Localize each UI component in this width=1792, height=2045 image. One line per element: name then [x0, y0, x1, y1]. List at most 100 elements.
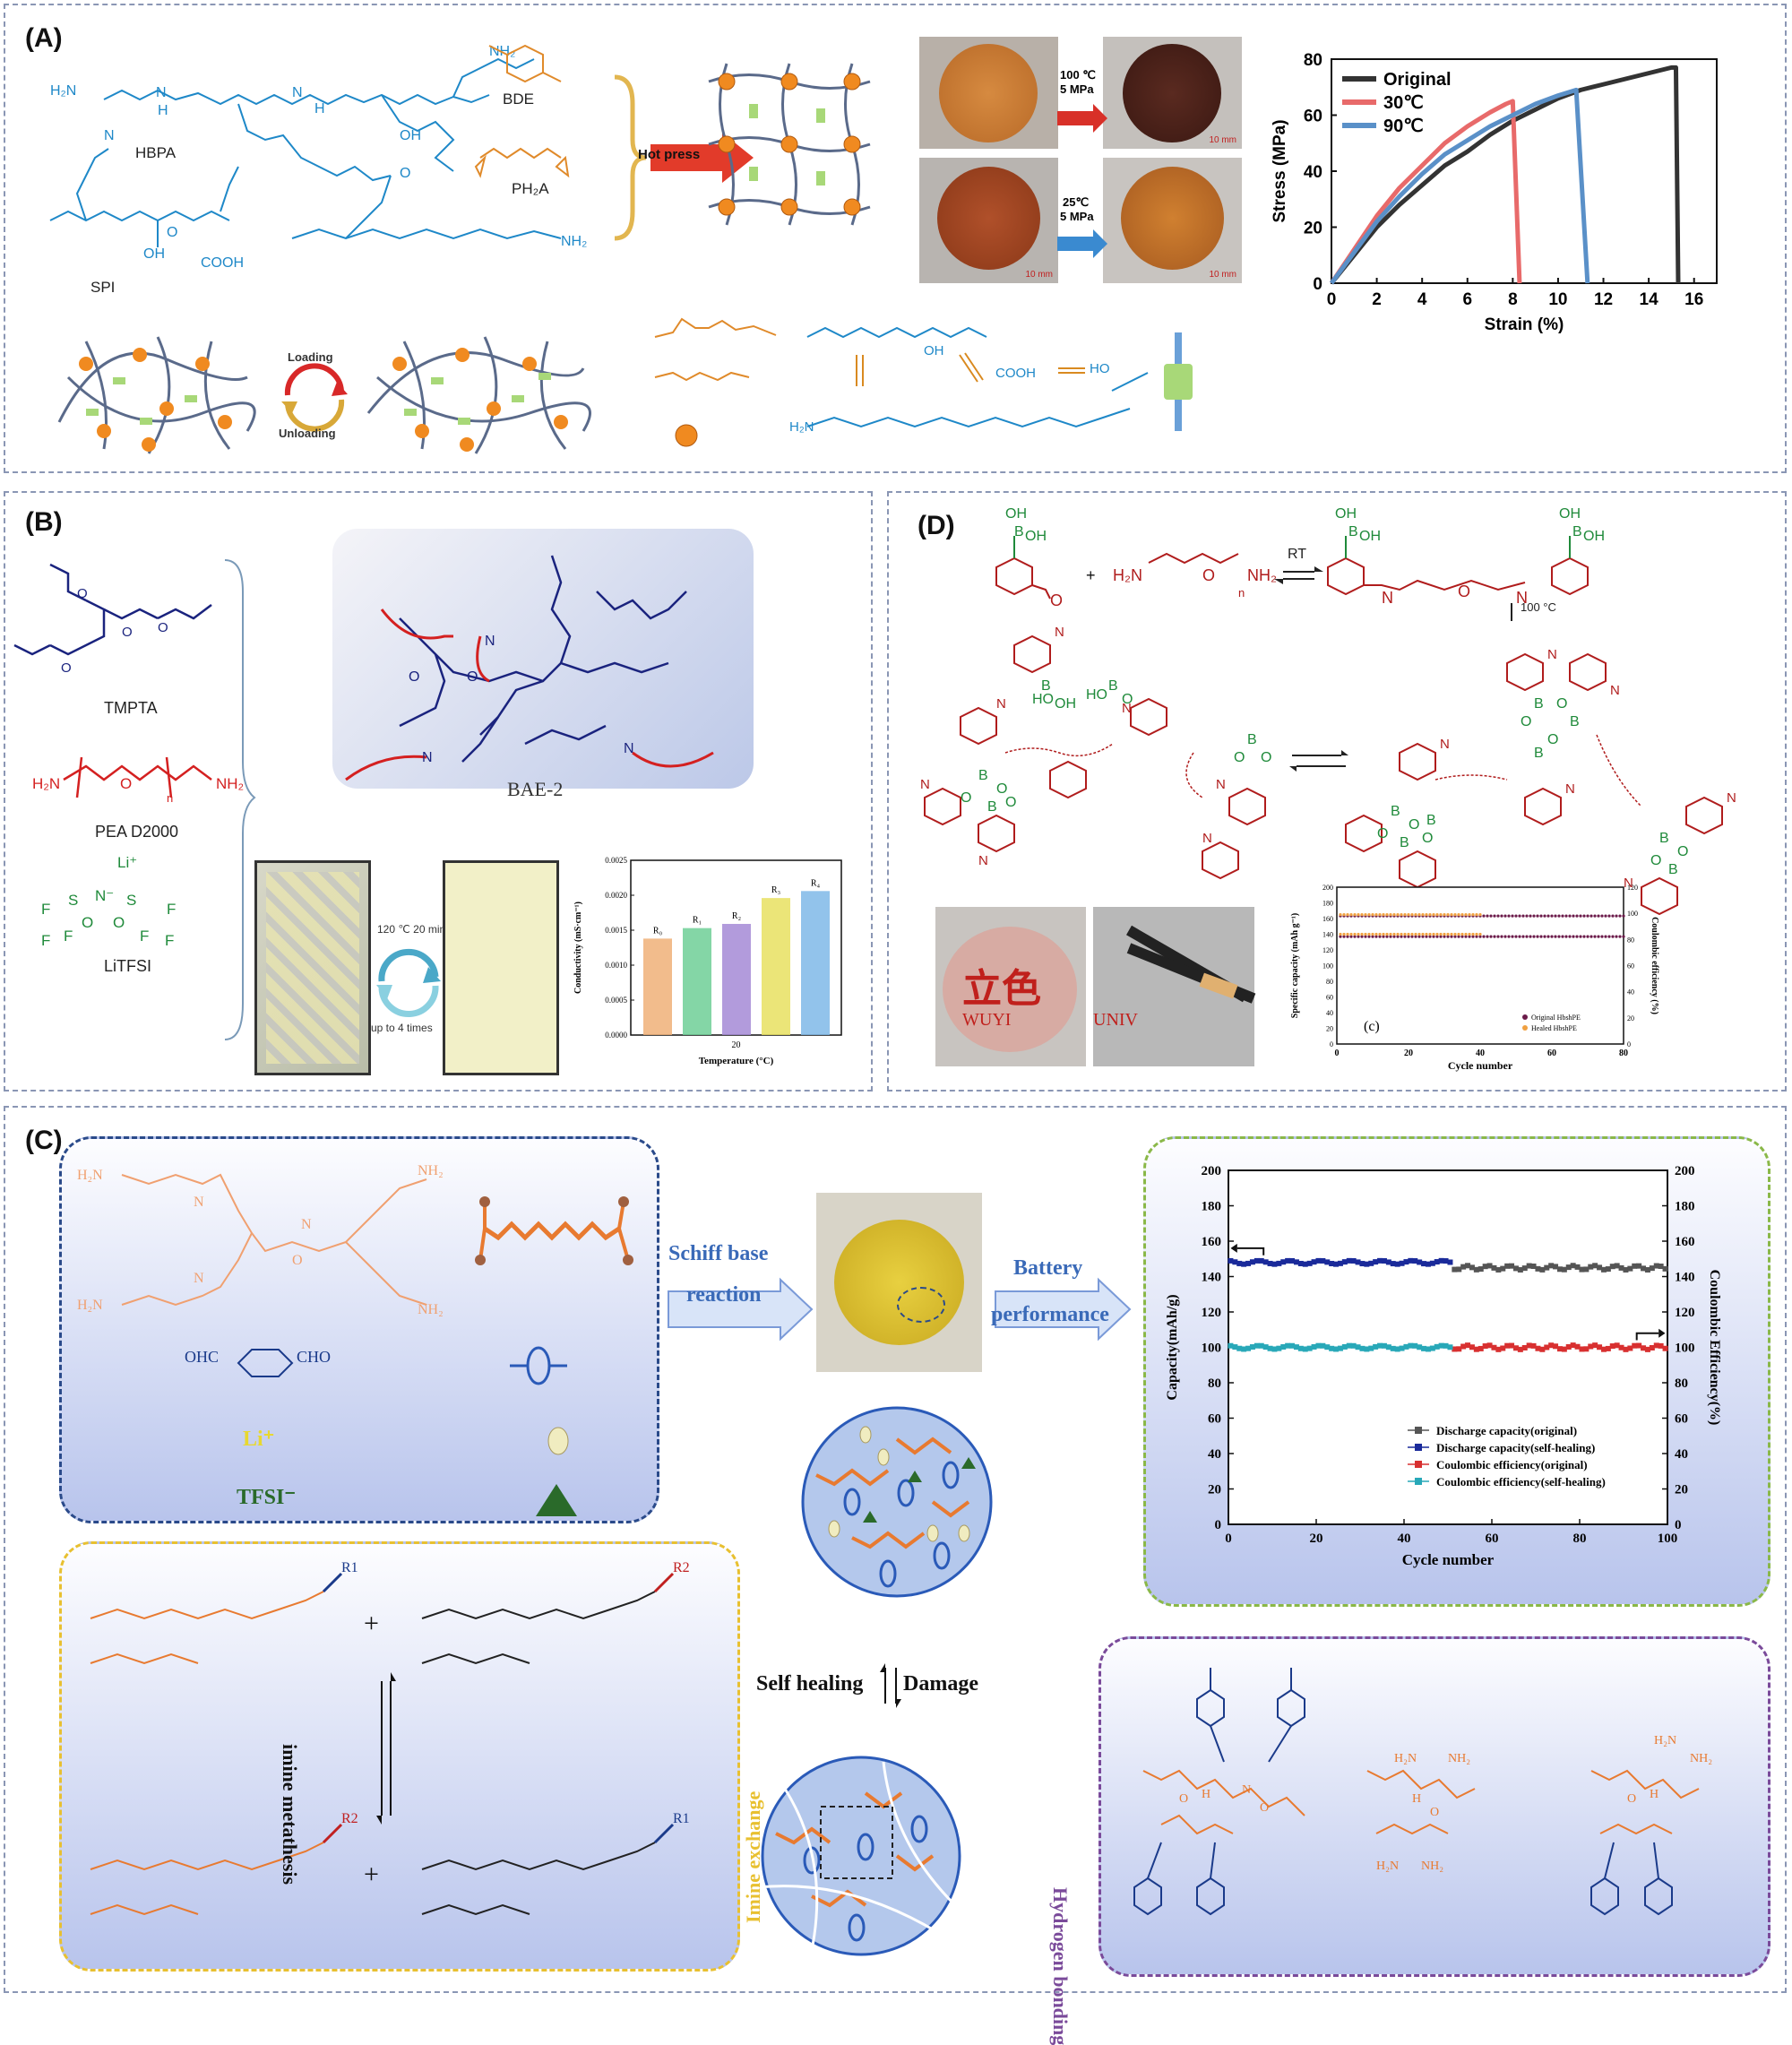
x-tick-label: 8	[1508, 290, 1518, 309]
efficiency-point	[1428, 913, 1432, 917]
y2-tick-label: 60	[1675, 1412, 1688, 1427]
data-point	[1381, 1342, 1387, 1349]
efficiency-point	[1586, 914, 1590, 918]
series-line-1	[1329, 99, 1522, 285]
capacity-point	[1532, 935, 1536, 938]
y-tick-label: 180	[1202, 1200, 1222, 1214]
y2-tick-label: 200	[1675, 1164, 1695, 1178]
y-tick-label: 200	[1202, 1164, 1222, 1178]
y2-tick-label: 140	[1675, 1271, 1695, 1285]
efficiency-point	[1518, 914, 1521, 918]
capacity-point	[1615, 935, 1618, 938]
svg-text:H₂N: H₂N	[77, 1168, 103, 1183]
capacity-point	[1550, 935, 1554, 938]
litfsi-label: LiTFSI	[104, 957, 152, 975]
data-point	[1500, 1265, 1506, 1272]
data-point	[1429, 1345, 1435, 1351]
efficiency-point	[1525, 914, 1529, 918]
x-axis-label: Cycle number	[1402, 1551, 1495, 1568]
capacity-point	[1414, 932, 1417, 936]
svg-text:B: B	[1041, 678, 1051, 694]
tmpta-structure: O O O O	[13, 563, 212, 676]
data-point	[1548, 1263, 1555, 1269]
data-point	[1636, 1342, 1642, 1349]
svg-text:F: F	[64, 928, 73, 945]
photo-fragments	[254, 860, 371, 1075]
data-point	[1452, 1346, 1458, 1352]
svg-text:N: N	[624, 741, 634, 756]
y-tick-label: 20	[1208, 1483, 1221, 1497]
capacity-point	[1396, 932, 1400, 936]
data-point	[1285, 1257, 1291, 1264]
svg-text:O: O	[1547, 732, 1558, 747]
svg-text:NH₂: NH₂	[418, 1163, 444, 1178]
data-point	[1614, 1342, 1620, 1349]
svg-text:N: N	[301, 1217, 312, 1232]
capacity-point	[1575, 935, 1579, 938]
data-point	[1570, 1342, 1576, 1349]
data-point	[1627, 1345, 1633, 1351]
efficiency-point	[1514, 914, 1518, 918]
efficiency-point	[1453, 913, 1457, 917]
legend-label-0: Original	[1383, 70, 1452, 90]
y2-tick-label: 40	[1627, 988, 1634, 997]
capacity-point	[1389, 932, 1392, 936]
capacity-point	[1428, 932, 1432, 936]
aldehyde-symbol	[510, 1346, 567, 1385]
y-tick-label: 100	[1322, 962, 1333, 971]
data-point	[1504, 1342, 1511, 1349]
data-point	[1662, 1345, 1668, 1351]
efficiency-point	[1349, 913, 1353, 917]
bar-0	[643, 938, 672, 1035]
data-point	[1535, 1265, 1541, 1272]
data-point	[1359, 1261, 1366, 1267]
efficiency-point	[1342, 913, 1346, 917]
heal-condition-label: 120 ℃ 20 min	[377, 923, 446, 936]
data-point	[1443, 1342, 1449, 1349]
data-point	[1504, 1263, 1511, 1269]
data-point	[1544, 1344, 1550, 1350]
heat-label: 100 °C	[1521, 600, 1556, 614]
legend-label-1: Healed HbshPE	[1531, 1024, 1577, 1032]
y2-tick-label: 0	[1675, 1518, 1682, 1532]
capacity-point	[1457, 932, 1460, 936]
data-point	[1597, 1264, 1603, 1271]
capacity-point	[1371, 932, 1374, 936]
efficiency-point	[1374, 913, 1378, 917]
data-point	[1262, 1344, 1269, 1350]
data-point	[1548, 1342, 1555, 1349]
capacity-point	[1529, 935, 1532, 938]
data-point	[1512, 1265, 1519, 1272]
capacity-point	[1421, 932, 1425, 936]
rt-label: RT	[1288, 547, 1306, 562]
y-tick-label: 120	[1202, 1306, 1222, 1320]
data-point	[1258, 1257, 1264, 1264]
equilibrium-arrows-d	[1289, 750, 1348, 772]
efficiency-point	[1489, 914, 1493, 918]
battery-arrow	[995, 1277, 1132, 1342]
data-point	[1491, 1344, 1497, 1350]
data-point	[1385, 1344, 1391, 1350]
data-point	[1417, 1259, 1423, 1265]
schiff-label-2: reaction	[686, 1283, 762, 1307]
capacity-point	[1468, 932, 1471, 936]
bae2-label: BAE-2	[507, 778, 564, 800]
data-point	[1408, 1257, 1414, 1264]
capacity-point	[1554, 935, 1557, 938]
capacity-point	[1346, 935, 1349, 938]
network-after-loading	[366, 336, 591, 454]
y-tick-label: 0.0015	[605, 926, 627, 935]
spi-label: SPI	[90, 279, 115, 296]
svg-text:O: O	[1677, 844, 1688, 859]
capacity-point	[1432, 935, 1435, 938]
data-point	[1333, 1346, 1340, 1352]
efficiency-point	[1590, 914, 1593, 918]
data-point	[1517, 1266, 1523, 1273]
capacity-point	[1593, 935, 1597, 938]
data-point	[1509, 1342, 1515, 1349]
data-point	[1390, 1261, 1396, 1267]
data-point	[1609, 1343, 1615, 1350]
data-point	[1641, 1345, 1647, 1351]
amine-monomer-structure: H₂N H₂N NH₂ NH₂ N N O N	[77, 1163, 444, 1317]
svg-text:N: N	[1624, 876, 1633, 891]
